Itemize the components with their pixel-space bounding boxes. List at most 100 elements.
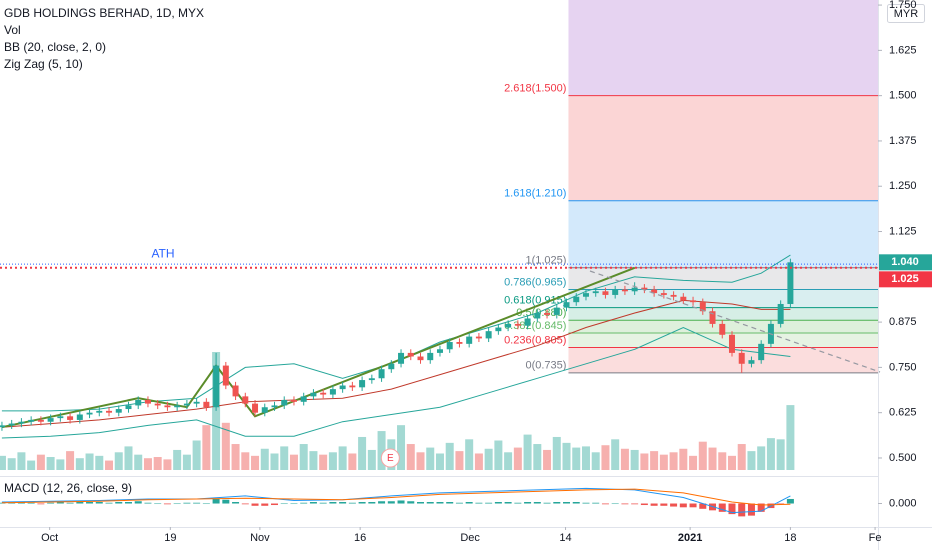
candle-body (699, 302, 706, 312)
candle-body (456, 342, 463, 344)
candle-body (359, 380, 366, 388)
volume-bar (7, 458, 16, 470)
volume-bar (75, 458, 84, 470)
symbol-title: GDB HOLDINGS BERHAD, 1D, MYX (4, 6, 204, 20)
candle-body (553, 307, 560, 315)
fib-label: 0.236(0.805) (504, 334, 566, 346)
candle-body (748, 360, 755, 364)
volume-bar (650, 451, 659, 470)
volume-bar (494, 440, 503, 470)
macd-line (1, 487, 791, 514)
volume-bar (562, 442, 571, 470)
candle-body (427, 352, 434, 361)
volume-bar (435, 453, 444, 470)
candle-body (8, 423, 15, 426)
volume-bar (212, 352, 221, 470)
macd-histogram-bar (319, 502, 327, 504)
macd-histogram-bar (514, 502, 522, 504)
volume-bar (786, 405, 795, 470)
macd-histogram-bar (436, 502, 444, 504)
volume-bar (143, 458, 152, 470)
x-tick-label: 16 (354, 532, 366, 544)
y-tick-label: 1.125 (889, 225, 917, 237)
volume-bar (455, 451, 464, 470)
macd-histogram-bar (387, 501, 395, 504)
volume-bar (163, 459, 172, 470)
candle-body (680, 296, 687, 301)
macd-histogram-bar (417, 502, 425, 504)
y-tick-label: 1.750 (889, 0, 917, 11)
candle-body (0, 425, 5, 428)
candle-body (777, 303, 784, 324)
macd-histogram-bar (777, 503, 785, 505)
last-price-label: 1.040 (891, 256, 919, 268)
y-tick-label: 1.375 (889, 135, 917, 147)
volume-bar (426, 447, 435, 470)
macd-histogram-bar (533, 502, 541, 504)
candle-body (582, 293, 589, 297)
x-tick-label: Fe (869, 532, 882, 544)
candle-body (690, 300, 697, 303)
volume-bar (620, 448, 629, 470)
macd-histogram-bar (329, 502, 337, 504)
macd-histogram-bar (154, 503, 162, 505)
candle-body (232, 385, 239, 397)
volume-legend: Vol (4, 23, 21, 37)
volume-bar (328, 452, 337, 470)
macd-histogram-bar (300, 502, 308, 504)
candle-body (436, 349, 443, 353)
candle-body (290, 400, 297, 402)
x-tick-label: 19 (164, 532, 176, 544)
volume-bar (484, 448, 493, 470)
y-tick-label: 0.000 (889, 497, 917, 509)
macd-histogram-bar (563, 502, 571, 504)
volume-bar (601, 445, 610, 470)
volume-bar (552, 436, 561, 470)
candle-body (57, 416, 64, 419)
currency[interactable]: MYR (894, 8, 919, 20)
volume-bar (231, 444, 240, 470)
volume-bar (114, 452, 123, 470)
candle-body (514, 323, 521, 326)
candle-body (495, 327, 502, 332)
macd-histogram-bar (601, 503, 609, 505)
volume-bar (581, 446, 590, 470)
volume-bar (280, 446, 289, 470)
macd-histogram-bar (621, 503, 629, 505)
macd-histogram-bar (397, 500, 405, 504)
overlay: E ATH (0, 246, 878, 468)
macd-histogram-bar (212, 498, 220, 504)
fib-band (568, 289, 878, 308)
zigzag-legend: Zig Zag (5, 10) (4, 57, 83, 71)
macd-histogram-bar (757, 503, 765, 512)
candle-body (592, 291, 599, 294)
volume-bar (727, 455, 736, 470)
macd-legend: MACD (12, 26, close, 9) (4, 481, 132, 495)
zigzag (1, 266, 636, 429)
macd-histogram-bar (611, 503, 619, 505)
macd-histogram-bar (56, 502, 64, 504)
candle-body (719, 323, 726, 335)
candle-body (787, 262, 794, 304)
fib-band (568, 95, 878, 201)
macd-histogram-bar (631, 503, 639, 505)
volume-bar (737, 444, 746, 470)
macd-histogram-bar (485, 502, 493, 504)
event-marker[interactable] (380, 448, 400, 468)
candle-body (18, 421, 25, 424)
candle-body (193, 401, 200, 404)
macd-histogram-bar (290, 503, 298, 505)
candle-body (534, 313, 541, 319)
macd-histogram-bar (592, 502, 600, 504)
volume-bar (640, 453, 649, 470)
macd-line (1, 488, 791, 506)
macd-histogram-bar (86, 502, 94, 504)
fib-band (568, 200, 878, 268)
macd-histogram-bar (738, 503, 746, 517)
fib-label: 0.382(0.845) (504, 320, 566, 332)
volume-bar (504, 452, 513, 470)
macd-histogram-bar (47, 502, 55, 504)
currency-box[interactable] (887, 4, 925, 23)
x-tick-label: Nov (250, 532, 270, 544)
volume-bar (134, 454, 143, 470)
